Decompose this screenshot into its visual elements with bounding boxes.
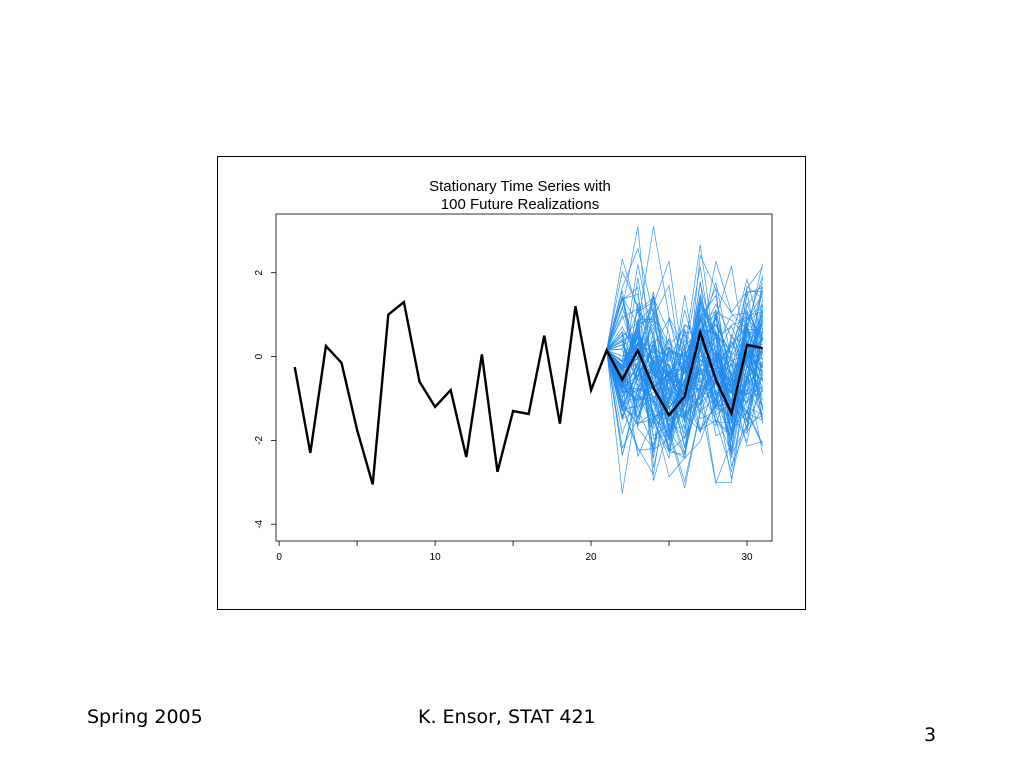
realization-line — [606, 337, 763, 430]
chart-title-line: Stationary Time Series with — [429, 178, 611, 195]
realization-line — [606, 318, 763, 468]
realization-line — [606, 259, 763, 415]
realization-line — [606, 321, 763, 494]
chart-title-line: 100 Future Realizations — [441, 196, 599, 213]
series-layer — [293, 299, 763, 485]
realization-line — [606, 330, 763, 454]
x-tick-label: 0 — [276, 552, 282, 563]
plot-area — [275, 213, 773, 542]
realization-line — [606, 286, 763, 489]
y-tick-label: -2 — [254, 436, 265, 445]
x-tick-label: 10 — [430, 552, 442, 563]
footer-author-course: K. Ensor, STAT 421 — [418, 706, 596, 728]
x-tick-label: 20 — [586, 552, 598, 563]
page-number: 3 — [924, 724, 937, 746]
x-tick-label: 30 — [741, 552, 753, 563]
realization-line — [606, 299, 763, 424]
realization-line — [606, 290, 763, 412]
realization-line — [606, 287, 763, 453]
footer-date: Spring 2005 — [87, 706, 203, 728]
realization-line — [606, 298, 763, 406]
y-tick-label: 0 — [254, 353, 265, 359]
realization-line — [606, 265, 763, 429]
y-tick-label: 2 — [254, 269, 265, 275]
realization-line — [606, 311, 763, 399]
observed-series-line — [293, 299, 763, 485]
realization-line — [606, 341, 763, 448]
realization-line — [606, 324, 763, 450]
realizations-layer — [606, 226, 763, 494]
chart-frame: Stationary Time Series with 100 Future Re… — [217, 156, 806, 610]
realization-line — [606, 315, 763, 484]
realization-line — [606, 293, 763, 394]
y-tick-label: -4 — [254, 519, 265, 528]
realization-line — [606, 226, 763, 455]
realization-line — [606, 297, 763, 406]
realization-line — [606, 327, 763, 419]
